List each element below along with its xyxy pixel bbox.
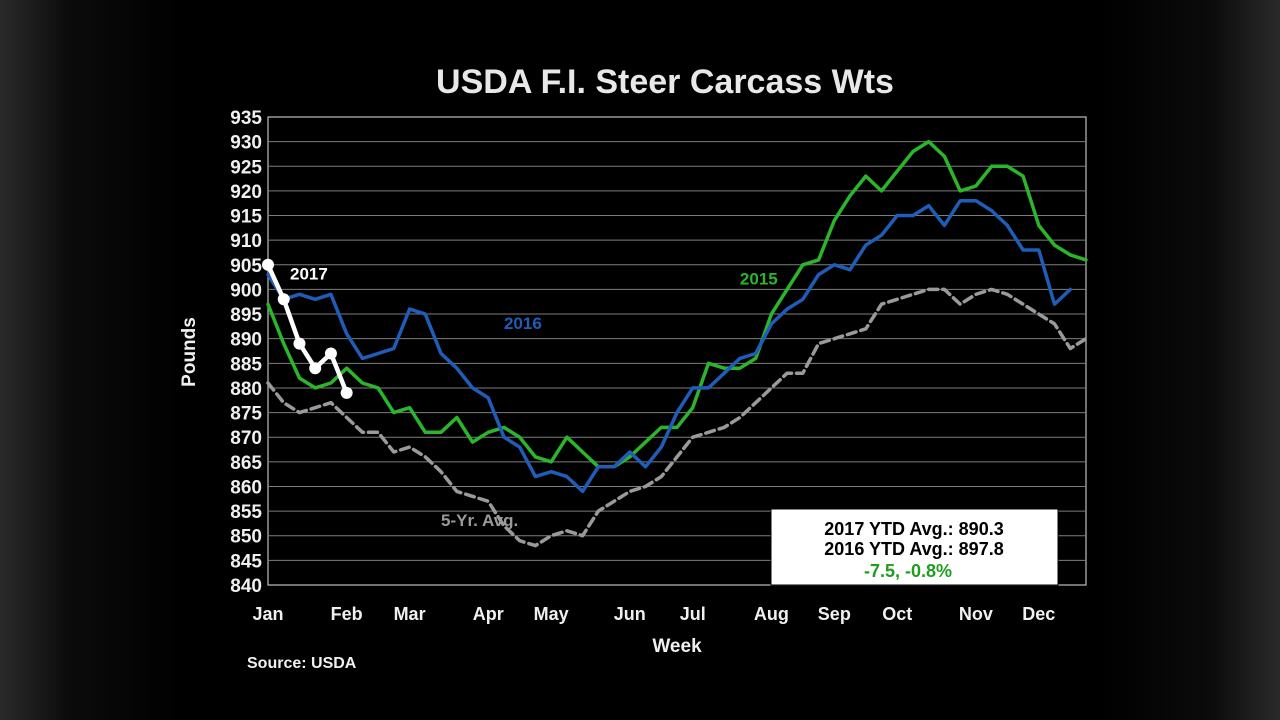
x-axis-ticks: Jan Feb Mar Apr May Jun Jul Aug Sep Oct Nov Dec <box>252 604 1055 624</box>
x-tick-label: May <box>534 604 569 624</box>
y-tick-label: 845 <box>230 551 262 572</box>
summary-box-background <box>770 508 1059 586</box>
ytd-summary-box: 2017 YTD Avg.: 890.3 2016 YTD Avg.: 897.… <box>770 508 1059 586</box>
summary-difference: -7.5, -0.8% <box>864 561 952 581</box>
x-tick-label: Jul <box>680 604 706 624</box>
x-tick-label: Feb <box>331 604 363 624</box>
x-tick-label: Mar <box>394 604 426 624</box>
summary-2016-avg: 2016 YTD Avg.: 897.8 <box>824 539 1003 559</box>
y-axis-ticks: 840 845 850 855 860 865 870 875 880 885 890 895 900 9… <box>230 108 262 597</box>
x-tick-label: Sep <box>818 604 851 624</box>
y-tick-label: 920 <box>230 182 262 203</box>
y-tick-label: 840 <box>230 576 262 597</box>
series-lines <box>265 139 1088 548</box>
y-tick-label: 860 <box>230 477 262 498</box>
y-tick-label: 890 <box>230 330 262 351</box>
y-tick-label: 900 <box>230 280 262 301</box>
series-line-2017 <box>265 262 349 396</box>
series-label-2015: 2015 <box>740 269 778 288</box>
y-tick-label: 935 <box>230 108 262 129</box>
series-line-2015 <box>266 139 1088 469</box>
x-tick-label: Nov <box>959 604 993 624</box>
y-tick-label: 880 <box>230 379 262 400</box>
x-tick-label: Apr <box>473 604 504 624</box>
y-tick-label: 925 <box>230 157 262 178</box>
series-label-2016: 2016 <box>504 314 542 333</box>
data-point-2017 <box>340 386 353 399</box>
y-axis-label: Pounds <box>179 317 200 387</box>
x-axis-label: Week <box>652 636 702 657</box>
series-label-5-yr-avg: 5-Yr. Avg. <box>441 511 518 530</box>
y-tick-label: 910 <box>230 231 262 252</box>
x-tick-label: Dec <box>1022 604 1055 624</box>
y-tick-label: 905 <box>230 256 262 277</box>
x-tick-label: Aug <box>754 604 789 624</box>
data-point-2017 <box>324 347 337 360</box>
data-point-2017 <box>309 362 322 375</box>
chart-title: USDA F.I. Steer Carcass Wts <box>436 63 894 101</box>
series-line-2016 <box>266 198 1073 494</box>
data-point-2017 <box>262 258 274 271</box>
series-labels: 2015 2016 5-Yr. Avg. 2017 <box>290 265 778 530</box>
data-point-2017 <box>277 293 290 306</box>
series-label-2017: 2017 <box>290 265 328 284</box>
y-tick-label: 865 <box>230 453 262 474</box>
plot-frame <box>267 116 1087 586</box>
y-tick-label: 895 <box>230 305 262 326</box>
y-tick-label: 930 <box>230 133 262 154</box>
x-tick-label: Jan <box>252 604 283 624</box>
y-tick-label: 850 <box>230 527 262 548</box>
series-line-5-yr-avg <box>266 287 1088 548</box>
x-tick-label: Oct <box>882 604 912 624</box>
source-note: Source: USDA <box>247 655 357 672</box>
y-tick-label: 915 <box>230 207 262 228</box>
y-tick-label: 885 <box>230 354 262 375</box>
y-tick-label: 855 <box>230 502 262 523</box>
y-tick-label: 875 <box>230 404 262 425</box>
plot-area <box>267 116 1087 586</box>
x-tick-label: Jun <box>614 604 646 624</box>
y-tick-label: 870 <box>230 428 262 449</box>
series-markers <box>262 258 353 399</box>
data-point-2017 <box>293 337 306 350</box>
summary-2017-avg: 2017 YTD Avg.: 890.3 <box>824 519 1003 539</box>
